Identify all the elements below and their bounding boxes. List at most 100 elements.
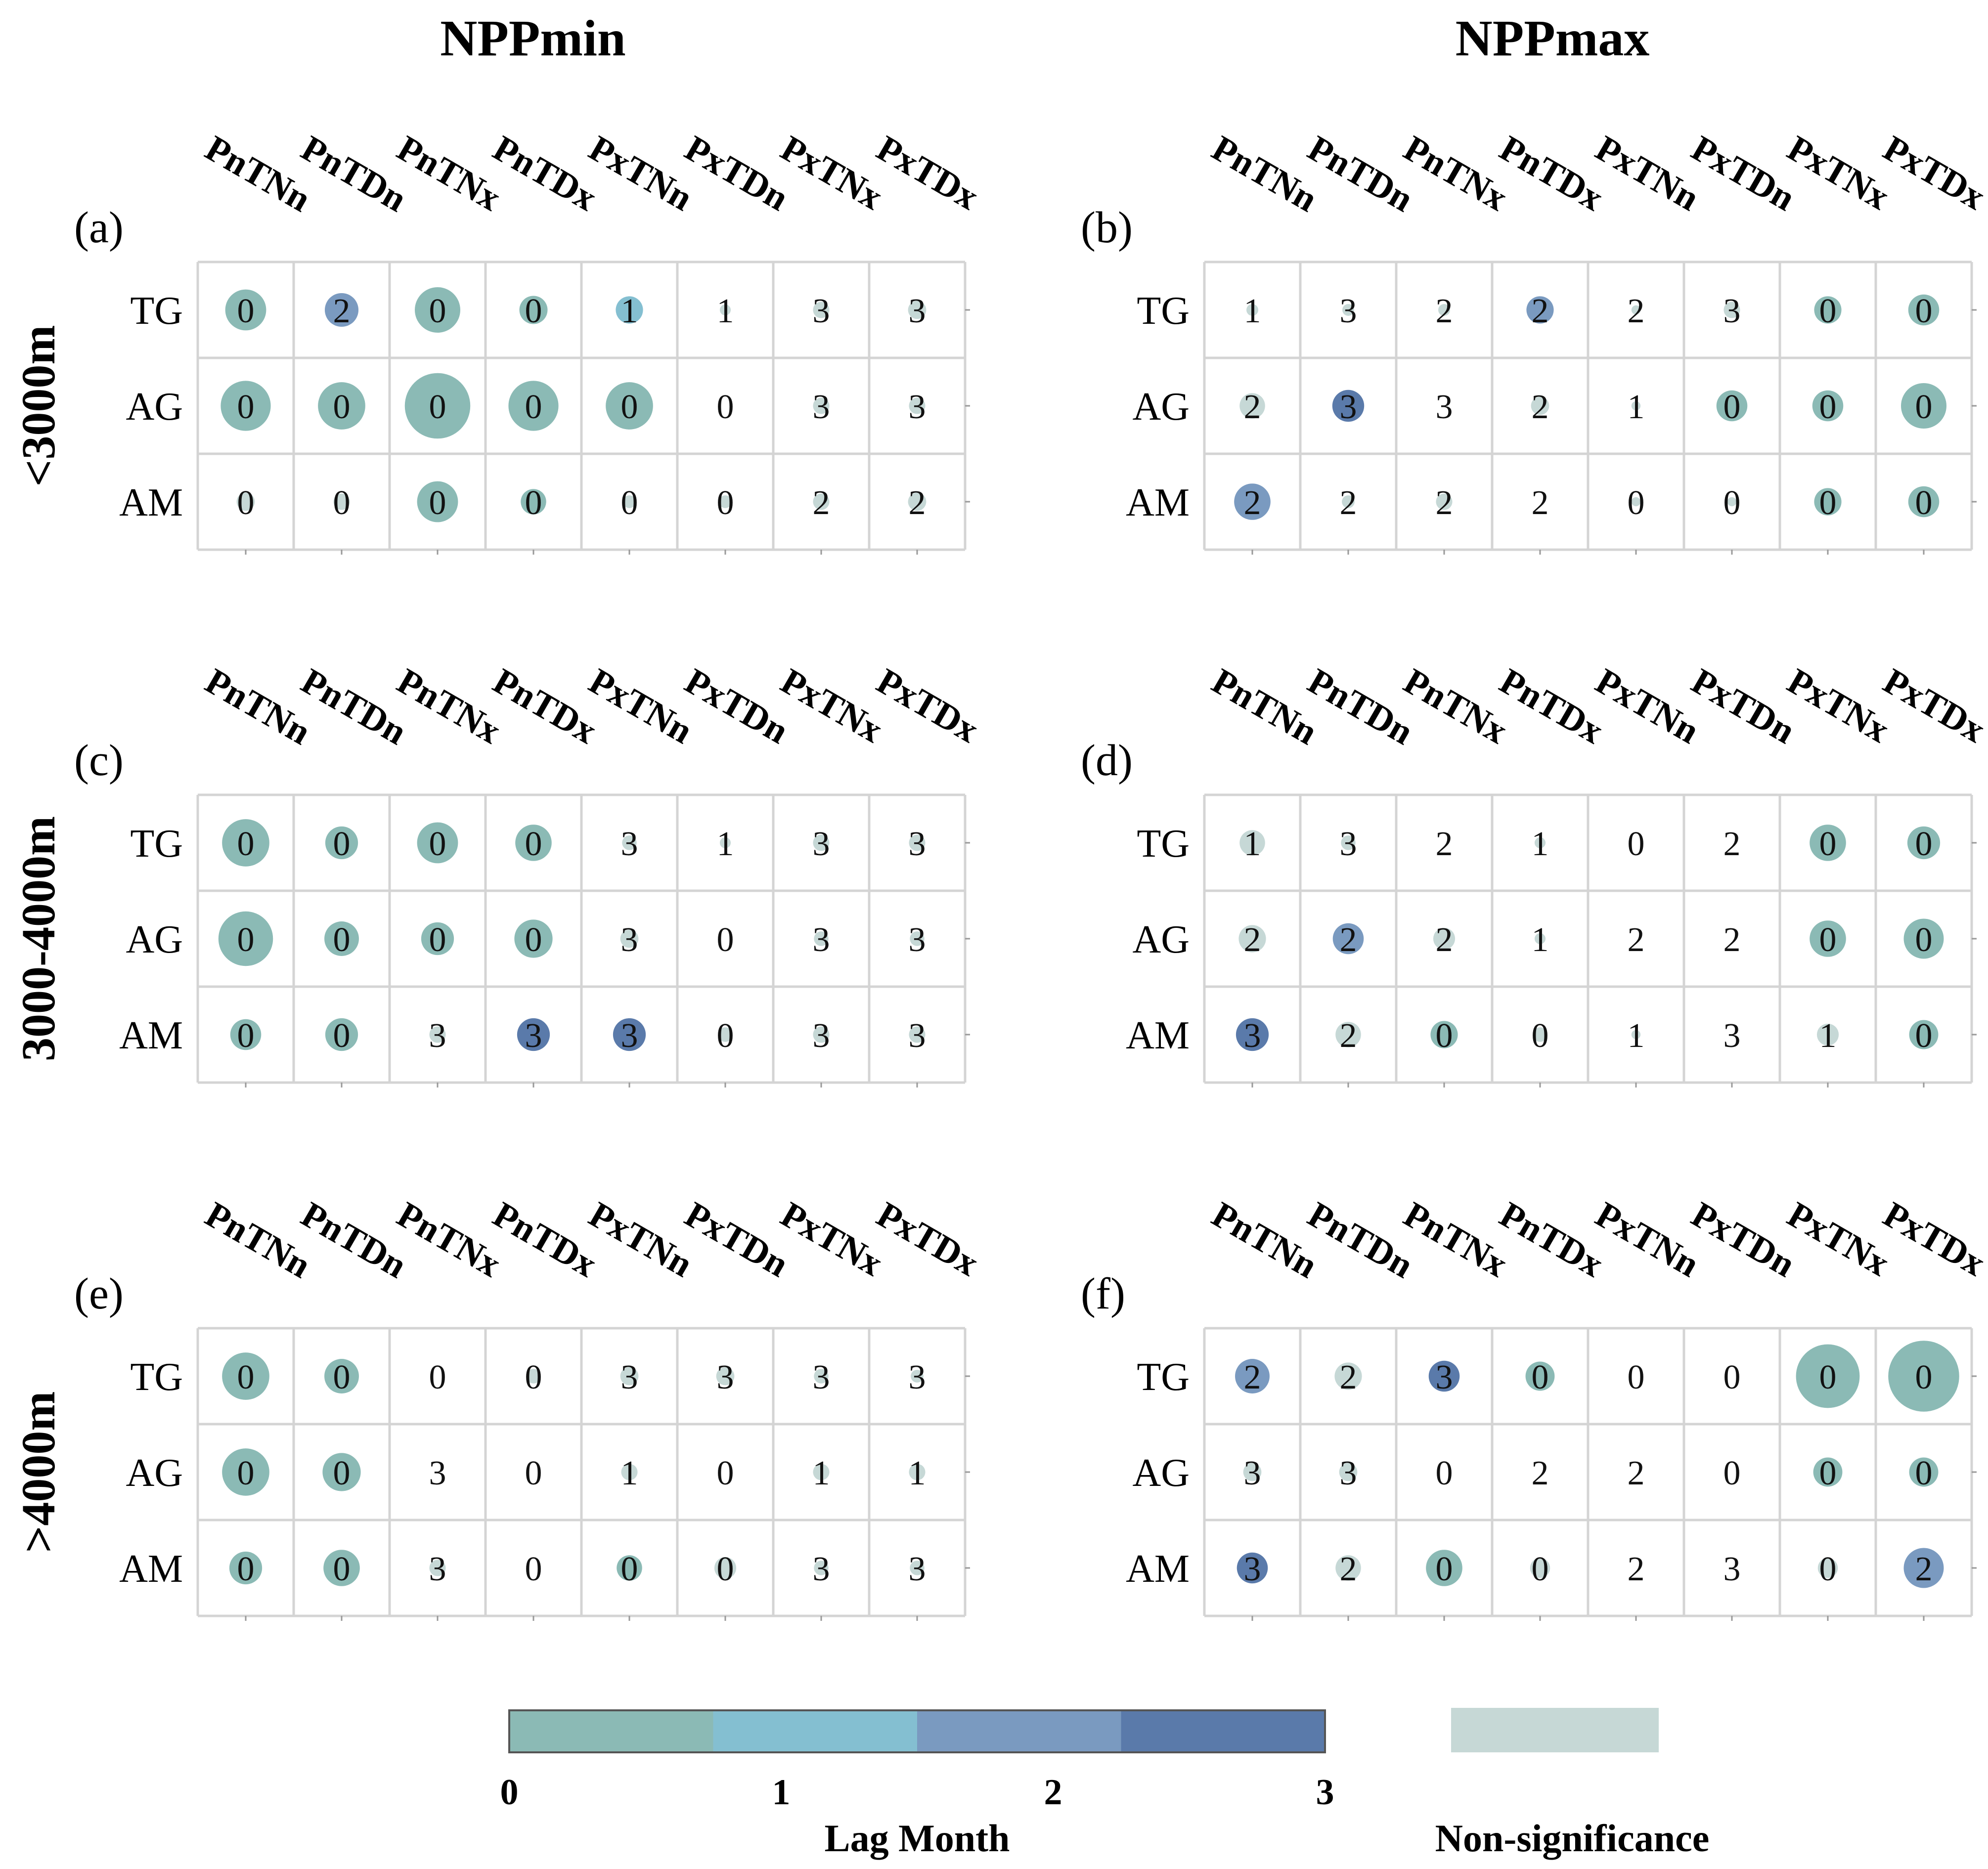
bubble-ag-pxtnn	[621, 1464, 638, 1480]
bubble-ag-pxtnx	[1810, 920, 1846, 957]
bubble-tg-pntdn	[1342, 304, 1354, 316]
bubble-tg-pxtnn	[616, 296, 643, 324]
column-label-pxtnx: PxTNx	[774, 661, 889, 751]
value-label-tg-pntdx: 0	[1532, 1358, 1549, 1396]
value-label-ag-pxtdn: 0	[717, 921, 734, 959]
legend-tick-3: 3	[1316, 1772, 1334, 1813]
value-label-am-pntnn: 3	[1244, 1550, 1261, 1588]
value-label-tg-pntnx: 2	[1436, 825, 1453, 863]
bubble-tg-pntdn	[325, 826, 358, 860]
value-label-tg-pxtdx: 3	[909, 825, 926, 863]
value-label-am-pntdx: 3	[525, 1017, 542, 1055]
panel-label: (d)	[1081, 736, 1133, 785]
bubble-tg-pntdn	[324, 293, 359, 327]
bubble-ag-pntdx	[508, 381, 559, 431]
value-label-ag-pntnn: 3	[1244, 1454, 1261, 1492]
value-label-tg-pxtdx: 3	[909, 292, 926, 330]
value-label-tg-pxtdn: 2	[1723, 825, 1741, 863]
column-label-pxtnx: PxTNx	[774, 128, 889, 218]
column-label-pxtdn: PxTDn	[1685, 128, 1802, 219]
column-label-pntnn: PnTNn	[199, 661, 317, 753]
panel-label: (e)	[74, 1269, 124, 1318]
bubble-tg-pntdx	[515, 825, 552, 861]
bubble-am-pntnx	[1430, 1021, 1458, 1048]
value-label-ag-pxtdx: 0	[1915, 921, 1933, 959]
value-label-tg-pntdn: 2	[333, 292, 351, 330]
row-label-am: AM	[119, 1547, 183, 1591]
value-label-am-pxtdn: 0	[717, 1550, 734, 1588]
bubble-tg-pntnn	[225, 289, 266, 331]
value-label-am-pxtnx: 3	[813, 1550, 830, 1588]
value-label-ag-pxtnn: 1	[1628, 388, 1645, 426]
value-label-am-pntnn: 0	[237, 484, 255, 522]
panel-a: (a) PnTNnPnTDnPnTNxPnTDxPxTNnPxTDnPxTNxPx…	[74, 128, 985, 555]
column-label-pntdn: PnTDn	[1301, 661, 1420, 753]
bubble-am-pxtnn	[1631, 1030, 1641, 1040]
bubble-tg-pntdx	[1534, 837, 1546, 849]
value-label-tg-pntnx: 0	[429, 292, 446, 330]
bubble-am-pntnx	[1426, 1550, 1462, 1586]
value-label-am-pxtnn: 0	[621, 1550, 638, 1588]
bubble-tg-pntdx	[1525, 1361, 1555, 1391]
value-label-am-pntnx: 2	[1436, 484, 1453, 522]
column-label-pxtnn: PxTNn	[1589, 661, 1706, 752]
bubble-ag-pxtnx	[1812, 390, 1844, 422]
value-label-am-pntnn: 3	[1244, 1017, 1261, 1055]
bubble-am-pxtnx	[813, 493, 830, 510]
bubble-am-pntdn	[333, 493, 350, 510]
column-label-pxtdn: PxTDn	[1685, 1194, 1802, 1285]
value-label-ag-pxtdn: 0	[1723, 388, 1741, 426]
column-label-pntdx: PnTDx	[1493, 1194, 1610, 1285]
bubble-tg-pntnx	[1428, 1360, 1460, 1392]
row-title-3: >4000m	[12, 1391, 65, 1553]
bubble-ag-pxtnn	[606, 382, 653, 430]
value-label-am-pntnn: 0	[237, 1017, 255, 1055]
bubble-tg-pxtdx	[1888, 1341, 1959, 1412]
value-label-ag-pxtnx: 0	[1819, 1454, 1837, 1492]
value-label-ag-pntdx: 0	[525, 388, 542, 426]
column-label-pntdn: PnTDn	[295, 661, 413, 753]
value-label-tg-pxtnx: 3	[813, 825, 830, 863]
legend-tick-1: 1	[772, 1772, 791, 1813]
column-label-pxtdn: PxTDn	[678, 1194, 795, 1285]
row-label-am: AM	[1126, 1014, 1190, 1057]
value-label-am-pxtdn: 0	[717, 484, 734, 522]
bubble-am-pxtnx	[1817, 1558, 1838, 1578]
bubble-ag-pntnx	[421, 922, 454, 956]
bubble-ag-pxtdx	[1909, 1457, 1939, 1487]
value-label-ag-pxtnn: 2	[1628, 921, 1645, 959]
value-label-ag-pntnx: 0	[429, 388, 446, 426]
column-label-pxtnx: PxTNx	[774, 1194, 889, 1284]
legend-color-band	[713, 1710, 917, 1752]
bubble-tg-pntnn	[1235, 1359, 1270, 1393]
value-label-tg-pntnx: 3	[1436, 1358, 1453, 1396]
value-label-ag-pxtnx: 0	[1819, 921, 1837, 959]
bubble-am-pxtdx	[908, 492, 927, 511]
bubble-am-pxtnx	[1814, 488, 1842, 516]
bubble-tg-pntnn	[1246, 304, 1258, 316]
bubble-ag-pxtdx	[910, 931, 925, 946]
bubble-ag-pxtdx	[909, 1464, 926, 1480]
value-label-am-pntdn: 0	[333, 1550, 351, 1588]
value-label-ag-pxtdx: 3	[909, 921, 926, 959]
value-label-am-pntnx: 3	[429, 1550, 446, 1588]
bubble-ag-pxtdn	[1716, 390, 1748, 422]
column-label-pntnx: PnTNx	[1397, 661, 1514, 752]
column-label-pntdn: PnTDn	[1301, 1194, 1420, 1286]
value-label-tg-pxtnx: 0	[1819, 292, 1837, 330]
value-label-ag-pntdn: 2	[1340, 921, 1357, 959]
value-label-am-pxtdn: 3	[1723, 1017, 1741, 1055]
bubble-tg-pntdn	[324, 1359, 359, 1393]
bubble-tg-pntnn	[222, 819, 269, 867]
value-label-am-pntdx: 0	[525, 484, 542, 522]
value-label-ag-pntdx: 2	[1532, 1454, 1549, 1492]
column-label-pxtnx: PxTNx	[1781, 128, 1896, 218]
column-label-pntdn: PnTDn	[295, 128, 413, 220]
value-label-am-pntdx: 0	[525, 1550, 542, 1588]
value-label-ag-pntnx: 0	[1436, 1454, 1453, 1492]
value-label-tg-pxtdn: 1	[717, 825, 734, 863]
panel-e: (e) PnTNnPnTDnPnTNxPnTDxPxTNnPxTDnPxTNxPx…	[74, 1194, 985, 1621]
value-label-am-pxtnx: 0	[1819, 1550, 1837, 1588]
bubble-am-pxtnn	[613, 1018, 646, 1051]
bubble-ag-pntnx	[404, 373, 471, 439]
